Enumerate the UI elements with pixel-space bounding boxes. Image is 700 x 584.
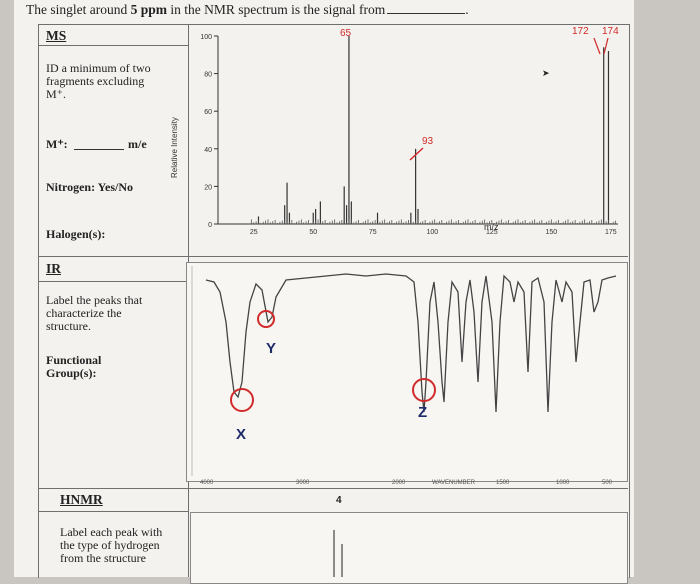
hnmr-header-divider <box>38 511 188 512</box>
ir-tick-2000: 2000 <box>392 480 406 486</box>
mplus-unit: m/e <box>128 137 147 151</box>
ir-circle-y <box>257 310 275 328</box>
ir-title: IR <box>46 261 62 276</box>
ms-xtick-label: 100 <box>426 229 438 236</box>
question-line: The singlet around 5 ppm in the NMR spec… <box>26 2 469 17</box>
hnmr-frame <box>190 512 628 584</box>
ms-ytick-label: 20 <box>204 184 212 191</box>
question-bold: 5 ppm <box>130 2 167 17</box>
ms-xlabel: m/z <box>484 222 499 232</box>
hnmr-peaks <box>333 530 343 577</box>
ms-annotation-65: 65 <box>340 28 352 39</box>
ms-ytick-label: 100 <box>200 34 212 41</box>
question-text-suffix: in the NMR spectrum is the signal from <box>167 2 386 17</box>
answer-blank[interactable] <box>387 13 466 14</box>
ir-row-divider <box>38 256 628 257</box>
ir-circle-z <box>412 378 436 402</box>
ir-header-divider <box>38 281 188 282</box>
question-text: The singlet around <box>26 2 131 17</box>
cursor-icon: ➤ <box>542 68 550 78</box>
halogen-label: Halogen(s): <box>46 227 106 241</box>
ir-tick-500: 500 <box>602 480 613 486</box>
ms-annotation-172-arrow <box>593 37 601 55</box>
functional-group-label: Functional Group(s): <box>46 353 102 380</box>
ir-tick-wavenumber: WAVENUMBER <box>432 480 476 486</box>
ms-annotation-174-arrow <box>603 37 609 55</box>
ir-tick-1500: 1500 <box>496 480 510 486</box>
ms-xtick-label: 175 <box>605 229 617 236</box>
ms-title: MS <box>46 28 67 43</box>
ir-circle-x <box>230 388 254 412</box>
hnmr-peak-label: 4 <box>336 495 342 506</box>
ir-mark-x: X <box>236 426 247 443</box>
table-border <box>38 24 630 578</box>
ms-xtick-label: 125 <box>486 229 498 236</box>
ms-annotation-93-arrow <box>409 147 424 161</box>
ir-instruction: Label the peaks that characterize the st… <box>46 293 143 333</box>
ms-xtick-label: 50 <box>309 229 317 236</box>
mplus-label: M⁺: <box>46 137 68 151</box>
ir-tick-1000: 1000 <box>556 480 570 486</box>
ir-tick-4000: 4000 <box>200 480 214 486</box>
ms-ytick-label: 80 <box>204 72 212 79</box>
ms-annotation-93: 93 <box>422 136 434 147</box>
ms-ytick-label: 0 <box>208 222 212 229</box>
ms-annotation-174: 174 <box>602 26 619 37</box>
ms-ytick-label: 60 <box>204 109 212 116</box>
ms-ylabel: Relative Intensity <box>170 117 179 178</box>
ir-spectrum: 4000 3000 2000 WAVENUMBER 1500 1000 500 <box>191 266 617 486</box>
ms-chart: 100 80 60 40 20 0 25 50 75 100 125 150 175 65 93 17… <box>200 26 619 236</box>
ir-mark-y: Y <box>266 340 277 357</box>
hnmr-title: HNMR <box>60 492 103 507</box>
ms-header-divider <box>38 45 188 46</box>
nitrogen-label: Nitrogen: Yes/No <box>46 180 133 194</box>
ms-instruction: ID a minimum of two fragments excluding … <box>46 61 151 101</box>
mplus-blank[interactable] <box>74 149 124 150</box>
ms-annotation-172: 172 <box>572 26 589 37</box>
ir-tick-3000: 3000 <box>296 480 310 486</box>
ir-mark-z: Z <box>418 404 428 421</box>
ms-ytick-label: 40 <box>204 147 212 154</box>
ir-trace <box>205 273 617 413</box>
ms-xtick-label: 150 <box>545 229 557 236</box>
hnmr-instruction: Label each peak with the type of hydroge… <box>60 525 163 565</box>
ms-xtick-label: 75 <box>369 229 377 236</box>
ms-xtick-label: 25 <box>250 229 258 236</box>
hnmr-row-divider <box>38 488 628 489</box>
